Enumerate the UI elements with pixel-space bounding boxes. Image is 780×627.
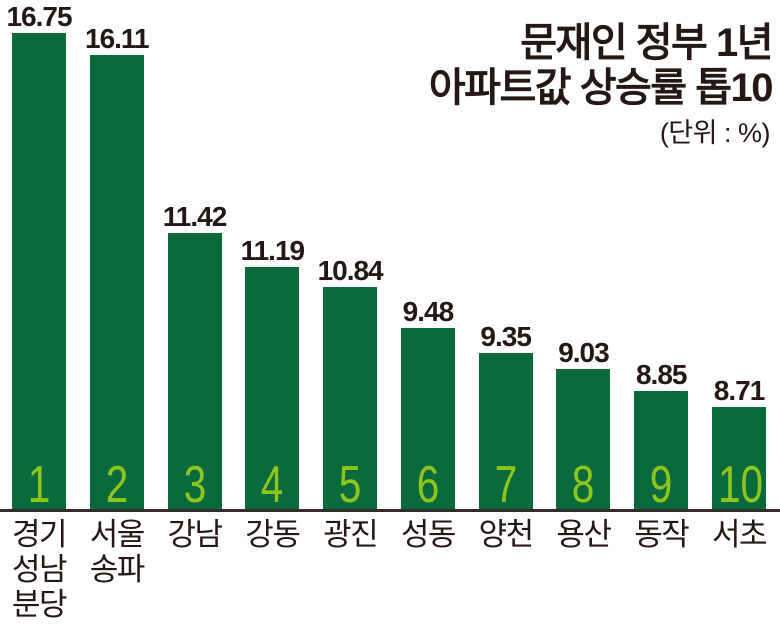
value-label: 9.48 <box>402 296 455 327</box>
value-label: 11.19 <box>240 235 306 266</box>
rank-label: 8 <box>572 456 595 514</box>
category-label-line: 광진 <box>323 517 379 552</box>
bar <box>167 233 222 510</box>
rank-label: 6 <box>416 456 440 514</box>
bar <box>323 287 378 510</box>
category-label-line: 경기 <box>11 517 68 552</box>
category-label: 서초 <box>679 517 780 552</box>
value-label: 9.03 <box>558 337 610 368</box>
category-label-line: 성동 <box>400 517 457 552</box>
category-label: 성동 <box>368 517 488 552</box>
category-label-line: 서울 <box>89 517 146 552</box>
category-label: 용산 <box>523 517 643 552</box>
rank-label: 3 <box>183 456 206 514</box>
category-label-line: 송파 <box>89 552 146 587</box>
rank-label: 4 <box>261 456 284 514</box>
category-label-line: 동작 <box>634 517 690 552</box>
category-label: 광진 <box>290 517 410 552</box>
category-label: 동작 <box>601 517 721 552</box>
category-label-line: 분당 <box>11 587 68 622</box>
bar <box>89 55 144 510</box>
bar <box>712 407 767 510</box>
category-label: 경기 성남 분당 <box>0 517 99 622</box>
chart-title-line1: 문재인 정부 1년 <box>520 21 773 65</box>
category-label-line: 용산 <box>556 517 612 552</box>
rank-label: 5 <box>338 456 362 514</box>
bar <box>556 369 611 510</box>
category-label-line: 양천 <box>478 517 535 552</box>
rank-label: 1 <box>27 456 51 514</box>
bar <box>634 391 689 510</box>
value-label: 11.42 <box>162 201 228 232</box>
bar <box>478 353 533 510</box>
bar <box>245 267 300 510</box>
category-label: 양천 <box>446 517 566 552</box>
chart-title-line2: 아파트값 상승률 톱10 <box>428 66 774 110</box>
rank-label: 7 <box>494 456 517 514</box>
category-label: 강남 <box>135 517 255 552</box>
category-label-line: 강남 <box>167 517 224 552</box>
value-label: 16.75 <box>6 1 72 32</box>
rank-label: 10 <box>717 456 764 514</box>
unit-label: (단위 : %) <box>659 118 771 148</box>
rank-label: 2 <box>105 456 129 514</box>
x-axis-line <box>0 509 780 512</box>
value-label: 10.84 <box>317 255 384 286</box>
value-label: 8.85 <box>635 359 688 390</box>
bar <box>400 328 455 510</box>
category-label: 강동 <box>212 517 332 552</box>
category-label-line: 강동 <box>245 517 301 552</box>
category-label: 서울 송파 <box>57 517 177 587</box>
bar <box>12 33 66 510</box>
value-label: 16.11 <box>85 23 150 54</box>
value-label: 9.35 <box>480 321 532 352</box>
value-label: 8.71 <box>713 375 766 406</box>
rank-label: 9 <box>649 456 673 514</box>
category-label-line: 성남 <box>11 552 68 587</box>
category-label-line: 서초 <box>711 517 768 552</box>
chart-title: 문재인 정부 1년 아파트값 상승률 톱10 <box>428 21 774 111</box>
